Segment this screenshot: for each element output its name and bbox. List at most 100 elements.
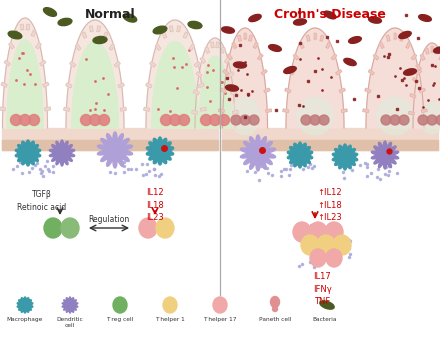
Polygon shape bbox=[9, 43, 14, 49]
Ellipse shape bbox=[433, 47, 440, 53]
Circle shape bbox=[209, 115, 220, 126]
Polygon shape bbox=[366, 28, 424, 128]
Polygon shape bbox=[373, 54, 379, 60]
Polygon shape bbox=[2, 128, 218, 150]
Polygon shape bbox=[205, 47, 210, 53]
Polygon shape bbox=[43, 82, 49, 87]
Circle shape bbox=[436, 115, 440, 125]
Polygon shape bbox=[150, 61, 156, 67]
Circle shape bbox=[29, 115, 40, 126]
Polygon shape bbox=[189, 44, 195, 50]
Polygon shape bbox=[400, 35, 403, 41]
Polygon shape bbox=[368, 69, 374, 75]
Polygon shape bbox=[211, 42, 214, 48]
Ellipse shape bbox=[297, 97, 333, 135]
Polygon shape bbox=[66, 83, 72, 88]
Circle shape bbox=[179, 115, 190, 126]
Polygon shape bbox=[223, 28, 268, 128]
Polygon shape bbox=[231, 90, 237, 95]
Polygon shape bbox=[109, 44, 115, 50]
Text: Macrophage: Macrophage bbox=[7, 317, 43, 322]
Polygon shape bbox=[408, 111, 414, 115]
Polygon shape bbox=[341, 109, 347, 112]
Ellipse shape bbox=[213, 297, 227, 313]
Ellipse shape bbox=[123, 14, 137, 22]
Polygon shape bbox=[331, 54, 337, 60]
Polygon shape bbox=[0, 107, 5, 111]
Polygon shape bbox=[31, 30, 36, 36]
Polygon shape bbox=[332, 144, 358, 170]
Polygon shape bbox=[416, 69, 422, 75]
Ellipse shape bbox=[369, 17, 381, 23]
Circle shape bbox=[19, 115, 30, 126]
Polygon shape bbox=[200, 57, 205, 63]
Text: Dendritic
cell: Dendritic cell bbox=[57, 317, 83, 328]
Polygon shape bbox=[232, 110, 238, 114]
Polygon shape bbox=[146, 83, 152, 88]
Circle shape bbox=[161, 115, 172, 126]
Ellipse shape bbox=[420, 102, 440, 134]
Polygon shape bbox=[257, 54, 263, 60]
Polygon shape bbox=[363, 109, 369, 112]
Circle shape bbox=[427, 115, 437, 125]
Polygon shape bbox=[300, 42, 304, 48]
Ellipse shape bbox=[403, 69, 416, 75]
Polygon shape bbox=[220, 88, 226, 93]
Ellipse shape bbox=[139, 218, 157, 238]
Polygon shape bbox=[227, 54, 232, 60]
Ellipse shape bbox=[163, 297, 177, 313]
Ellipse shape bbox=[333, 235, 351, 255]
Circle shape bbox=[240, 115, 250, 125]
Polygon shape bbox=[198, 83, 204, 88]
Polygon shape bbox=[144, 107, 150, 111]
Ellipse shape bbox=[58, 18, 72, 26]
Circle shape bbox=[319, 115, 329, 125]
Polygon shape bbox=[183, 32, 188, 38]
Polygon shape bbox=[379, 42, 384, 48]
Polygon shape bbox=[326, 42, 330, 48]
Ellipse shape bbox=[320, 301, 334, 309]
Circle shape bbox=[390, 115, 400, 125]
Polygon shape bbox=[36, 43, 41, 49]
Polygon shape bbox=[435, 48, 439, 54]
Polygon shape bbox=[15, 140, 40, 166]
Ellipse shape bbox=[419, 15, 431, 22]
Polygon shape bbox=[431, 46, 433, 52]
Polygon shape bbox=[146, 20, 204, 128]
Ellipse shape bbox=[8, 31, 22, 39]
Polygon shape bbox=[4, 60, 10, 66]
Polygon shape bbox=[266, 109, 271, 112]
Circle shape bbox=[381, 115, 391, 125]
Polygon shape bbox=[49, 140, 75, 166]
Circle shape bbox=[81, 115, 92, 126]
Polygon shape bbox=[14, 30, 19, 36]
Ellipse shape bbox=[234, 62, 246, 68]
Polygon shape bbox=[394, 33, 396, 39]
Ellipse shape bbox=[399, 32, 411, 39]
Polygon shape bbox=[411, 54, 417, 60]
Polygon shape bbox=[3, 18, 48, 128]
Ellipse shape bbox=[93, 36, 107, 43]
Polygon shape bbox=[200, 107, 206, 111]
Text: TGFβ
Retinoic acid: TGFβ Retinoic acid bbox=[17, 190, 66, 212]
Circle shape bbox=[201, 115, 212, 126]
Polygon shape bbox=[339, 88, 345, 93]
Ellipse shape bbox=[188, 22, 202, 29]
Polygon shape bbox=[162, 32, 167, 38]
Polygon shape bbox=[199, 56, 231, 128]
Polygon shape bbox=[193, 90, 199, 95]
Text: Bacteria: Bacteria bbox=[313, 317, 337, 322]
Ellipse shape bbox=[326, 249, 342, 267]
Polygon shape bbox=[40, 60, 46, 66]
Circle shape bbox=[169, 115, 180, 126]
Ellipse shape bbox=[61, 218, 79, 238]
Polygon shape bbox=[90, 26, 93, 32]
Polygon shape bbox=[155, 44, 161, 50]
Ellipse shape bbox=[113, 297, 127, 313]
Text: Normal: Normal bbox=[84, 8, 136, 21]
Polygon shape bbox=[121, 107, 126, 111]
Polygon shape bbox=[286, 28, 344, 128]
Polygon shape bbox=[413, 43, 440, 128]
Text: IL12
IL18
IL23: IL12 IL18 IL23 bbox=[146, 188, 164, 222]
Polygon shape bbox=[287, 142, 313, 168]
